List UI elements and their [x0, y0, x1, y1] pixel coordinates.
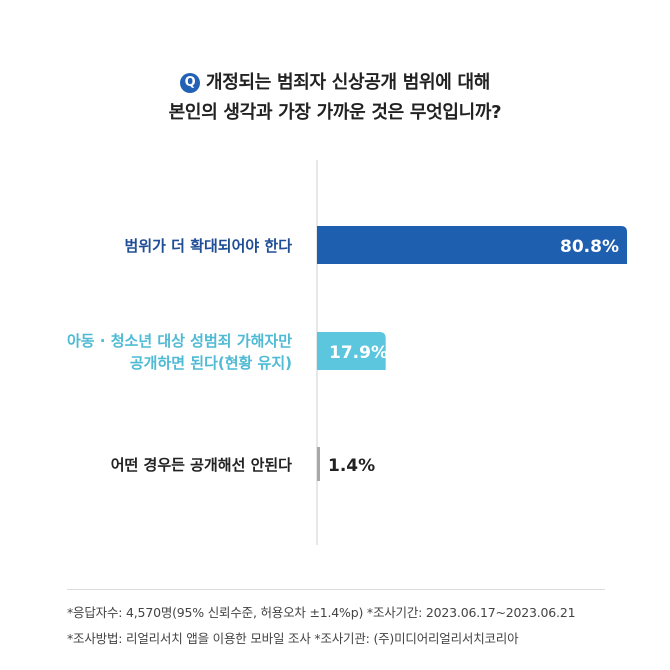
category-label-1-0: 아동 · 청소년 대상 성범죄 가해자만: [67, 332, 292, 350]
question-badge-icon: Q: [179, 73, 200, 93]
bar-2: [317, 447, 320, 481]
question-text-1: 개정되는 범죄자 신상공개 범위에 대해: [205, 72, 491, 93]
footnote-method: *조사방법: 리얼리서치 앱을 이용한 모바일 조사 *조사기관: (주)미디어…: [67, 631, 519, 646]
question-block: Q 개정되는 범죄자 신상공개 범위에 대해 본인의 생각과 가장 가까운 것은 …: [0, 68, 670, 128]
category-label-1-1: 공개하면 된다(현황 유지): [130, 354, 292, 372]
category-label-2-0: 어떤 경우든 공개해선 안된다: [111, 456, 292, 474]
bar-1: [317, 332, 386, 370]
bar-0: [317, 226, 627, 264]
value-label-0: 80.8%: [560, 237, 619, 257]
question-line-2: 본인의 생각과 가장 가까운 것은 무엇입니까?: [168, 102, 502, 123]
value-label-2: 1.4%: [328, 456, 375, 476]
footnote-divider: [67, 589, 605, 590]
question-line-1: Q 개정되는 범죄자 신상공개 범위에 대해: [0, 68, 670, 98]
footnote-respondents: *응답자수: 4,570명(95% 신뢰수준, 허용오차 ±1.4%p) *조사…: [67, 605, 576, 620]
category-label-0-0: 범위가 더 확대되어야 한다: [125, 237, 293, 255]
value-label-1: 17.9%: [329, 343, 388, 363]
